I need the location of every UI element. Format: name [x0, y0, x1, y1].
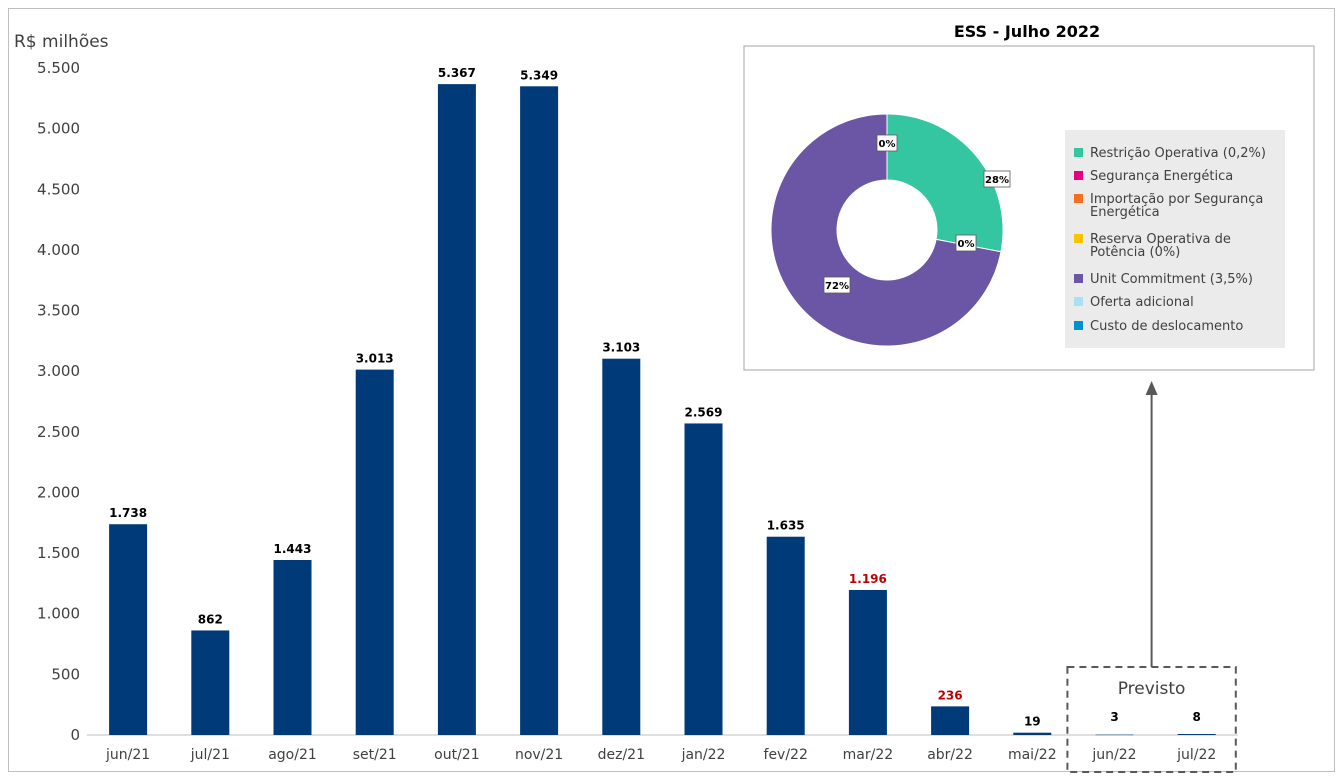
data-label: 5.349 — [520, 68, 558, 82]
data-label: 8 — [1193, 710, 1201, 724]
data-label: 3.103 — [602, 341, 640, 355]
donut-label-box — [955, 234, 977, 252]
donut-label-box — [823, 276, 851, 294]
y-tick-label: 3.000 — [37, 362, 80, 380]
y-axis-label: R$ milhões — [14, 32, 109, 52]
bar — [1177, 734, 1216, 735]
legend-swatch — [1074, 321, 1083, 330]
legend-label: Reserva Operativa de Potência (0%) — [1090, 232, 1231, 260]
y-axis-ticks: 0 500 1.000 1.500 2.000 2.500 3.000 3.500 4.000 4… — [37, 59, 80, 744]
x-tick-label: mai/22 — [1008, 747, 1057, 763]
y-tick-label: 5.000 — [37, 120, 80, 138]
bar — [1095, 734, 1134, 736]
donut-label: 28% — [985, 175, 1009, 186]
x-axis-ticks: jun/21 jul/21 ago/21 set/21 out/21 nov/21 dez/… — [105, 747, 1216, 763]
bar — [684, 423, 723, 735]
x-tick-label: jun/21 — [105, 747, 150, 763]
data-label: 3.013 — [356, 352, 394, 366]
x-tick-label: jan/22 — [681, 747, 726, 763]
donut-label: 0% — [958, 239, 975, 250]
bar — [931, 706, 970, 735]
donut-label: 0% — [879, 139, 896, 150]
data-label: 862 — [198, 612, 223, 626]
data-labels: 1.738 862 1.443 3.013 5.367 5.349 3.103 2.569 1.… — [109, 66, 1201, 729]
data-label: 1.738 — [109, 506, 147, 520]
bar — [520, 86, 559, 735]
bar — [191, 630, 230, 735]
donut-slice — [886, 113, 1004, 253]
pie-legend — [1065, 130, 1285, 348]
data-label: 236 — [938, 688, 963, 702]
donut-label-box — [876, 134, 898, 152]
legend-swatch — [1074, 234, 1083, 243]
x-tick-label: mar/22 — [843, 747, 894, 763]
donut-label-box — [983, 170, 1011, 188]
pie-title: ESS - Julho 2022 — [954, 22, 1100, 41]
x-tick-label: abr/22 — [927, 747, 973, 763]
data-label: 19 — [1024, 715, 1041, 729]
legend-swatch — [1074, 274, 1083, 283]
y-tick-label: 3.500 — [37, 302, 80, 320]
bar — [766, 536, 805, 735]
x-tick-label: jul/21 — [190, 747, 230, 763]
bar-series — [109, 84, 1216, 736]
x-tick-label: nov/21 — [515, 747, 563, 763]
data-label: 1.635 — [767, 519, 805, 533]
forecast-arrowhead — [1145, 381, 1158, 395]
y-tick-label: 1.500 — [37, 544, 80, 562]
data-label: 1.443 — [274, 542, 312, 556]
legend-swatch — [1074, 171, 1083, 180]
legend-label: Unit Commitment (3,5%) — [1090, 272, 1253, 287]
legend-label: Oferta adicional — [1090, 295, 1194, 310]
legend-label: Segurança Energética — [1090, 169, 1233, 184]
y-tick-label: 2.500 — [37, 423, 80, 441]
bar — [273, 560, 312, 735]
x-tick-label: out/21 — [434, 747, 479, 763]
x-tick-label: ago/21 — [268, 747, 317, 763]
x-tick-label: jul/22 — [1176, 747, 1216, 763]
bar — [437, 84, 476, 735]
data-label: 5.367 — [438, 66, 476, 80]
legend-label: Importação por Segurança Energética — [1090, 192, 1263, 220]
forecast-label: Previsto — [1118, 679, 1186, 699]
bar — [109, 524, 148, 735]
y-tick-label: 1.000 — [37, 605, 80, 623]
y-tick-label: 0 — [70, 726, 80, 744]
bar — [602, 358, 641, 735]
y-tick-label: 2.000 — [37, 483, 80, 501]
legend-swatch — [1074, 297, 1083, 306]
legend-label: Restrição Operativa (0,2%) — [1090, 146, 1266, 161]
legend-swatch — [1074, 194, 1083, 203]
legend-swatch — [1074, 148, 1083, 157]
y-tick-label: 5.500 — [37, 59, 80, 77]
donut-label: 72% — [825, 281, 849, 292]
pie-legend-items: Restrição Operativa (0,2%) Segurança Ener… — [1074, 146, 1266, 334]
data-label: 1.196 — [849, 572, 887, 586]
x-tick-label: fev/22 — [764, 747, 808, 763]
y-tick-label: 4.000 — [37, 241, 80, 259]
x-tick-label: jun/22 — [1091, 747, 1136, 763]
legend-label: Custo de deslocamento — [1090, 319, 1243, 334]
bar — [355, 369, 394, 735]
x-tick-label: dez/21 — [598, 747, 645, 763]
data-label: 3 — [1110, 710, 1118, 724]
bar — [848, 589, 887, 735]
bar — [1013, 732, 1052, 735]
data-label: 2.569 — [685, 405, 723, 419]
y-tick-label: 500 — [51, 665, 80, 683]
donut-labels: 28% 0% 72% 0% — [823, 134, 1011, 294]
x-tick-label: set/21 — [353, 747, 397, 763]
y-tick-label: 4.500 — [37, 180, 80, 198]
